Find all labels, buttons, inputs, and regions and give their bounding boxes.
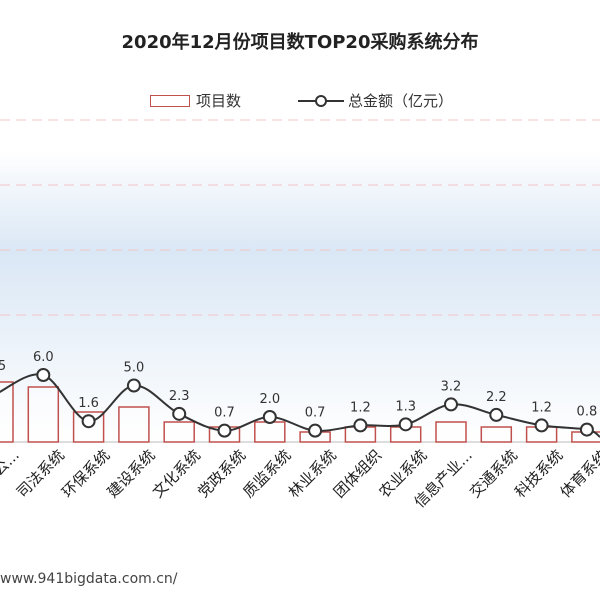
- legend-line-swatch: [298, 94, 344, 107]
- data-label-10: 3.2: [441, 379, 462, 394]
- data-label-3: 5.0: [124, 361, 145, 376]
- bar-0: [0, 381, 14, 443]
- x-tick-label-6: 质监系统: [239, 446, 294, 501]
- data-label-5: 0.7: [214, 406, 235, 421]
- x-tick-label-7: 林业系统: [285, 446, 340, 501]
- bar-3: [118, 406, 150, 443]
- line-point-12: [534, 418, 549, 433]
- bar-6: [254, 421, 286, 443]
- x-tick-label-11: 交通系统: [466, 446, 521, 501]
- line-point-5: [217, 423, 232, 438]
- data-label-4: 2.3: [169, 389, 190, 404]
- line-point-1: [36, 368, 51, 382]
- line-point-11: [489, 407, 504, 422]
- x-tick-label-2: 环保系统: [58, 446, 113, 501]
- data-label-11: 2.2: [486, 390, 507, 405]
- x-tick-label-12: 科技系统: [511, 446, 566, 501]
- line-point-10: [444, 397, 458, 412]
- plot-background: [0, 150, 600, 442]
- line-point-4: [172, 406, 187, 421]
- source-url: www.941bigdata.com.cn/: [0, 571, 178, 587]
- x-tick-label-13: 体育系统: [557, 446, 600, 501]
- data-label-0: 5: [0, 359, 6, 374]
- legend-item-line: 总金额（亿元）: [298, 90, 453, 111]
- legend-item-bars: 项目数: [150, 90, 241, 111]
- data-label-7: 0.7: [305, 406, 326, 421]
- x-tick-label-0: 政府办公...: [0, 446, 23, 511]
- legend-bar-swatch: [150, 94, 190, 107]
- bar-10: [435, 421, 467, 443]
- data-label-9: 1.3: [395, 399, 416, 414]
- line-point-7: [308, 423, 323, 438]
- x-tick-label-8: 团体组织: [330, 446, 385, 501]
- x-tick-label-4: 文化系统: [149, 446, 204, 501]
- line-point-9: [398, 417, 413, 432]
- line-point-3: [126, 378, 141, 393]
- legend-line-label: 总金额（亿元）: [348, 92, 454, 110]
- x-tick-label-1: 司法系统: [13, 446, 68, 501]
- data-label-1: 6.0: [33, 350, 54, 365]
- data-label-12: 1.2: [531, 400, 552, 415]
- data-label-8: 1.2: [350, 400, 371, 415]
- line-point-2: [81, 414, 96, 429]
- chart-title: 2020年12月份项目数TOP20采购系统分布: [121, 32, 479, 53]
- data-label-2: 1.6: [78, 396, 99, 411]
- line-point-6: [262, 410, 277, 424]
- data-label-13: 0.8: [577, 405, 598, 420]
- legend-bar-label: 项目数: [196, 92, 242, 110]
- chart-legend: 项目数 总金额（亿元）: [150, 90, 530, 112]
- bar-1: [27, 386, 60, 443]
- data-label-6: 2.0: [259, 392, 280, 407]
- bar-11: [480, 426, 513, 443]
- bar-4: [163, 421, 195, 443]
- x-tick-label-5: 党政系统: [194, 446, 249, 501]
- x-tick-label-3: 建设系统: [104, 446, 159, 501]
- line-point-8: [353, 418, 368, 433]
- line-point-13: [579, 422, 594, 437]
